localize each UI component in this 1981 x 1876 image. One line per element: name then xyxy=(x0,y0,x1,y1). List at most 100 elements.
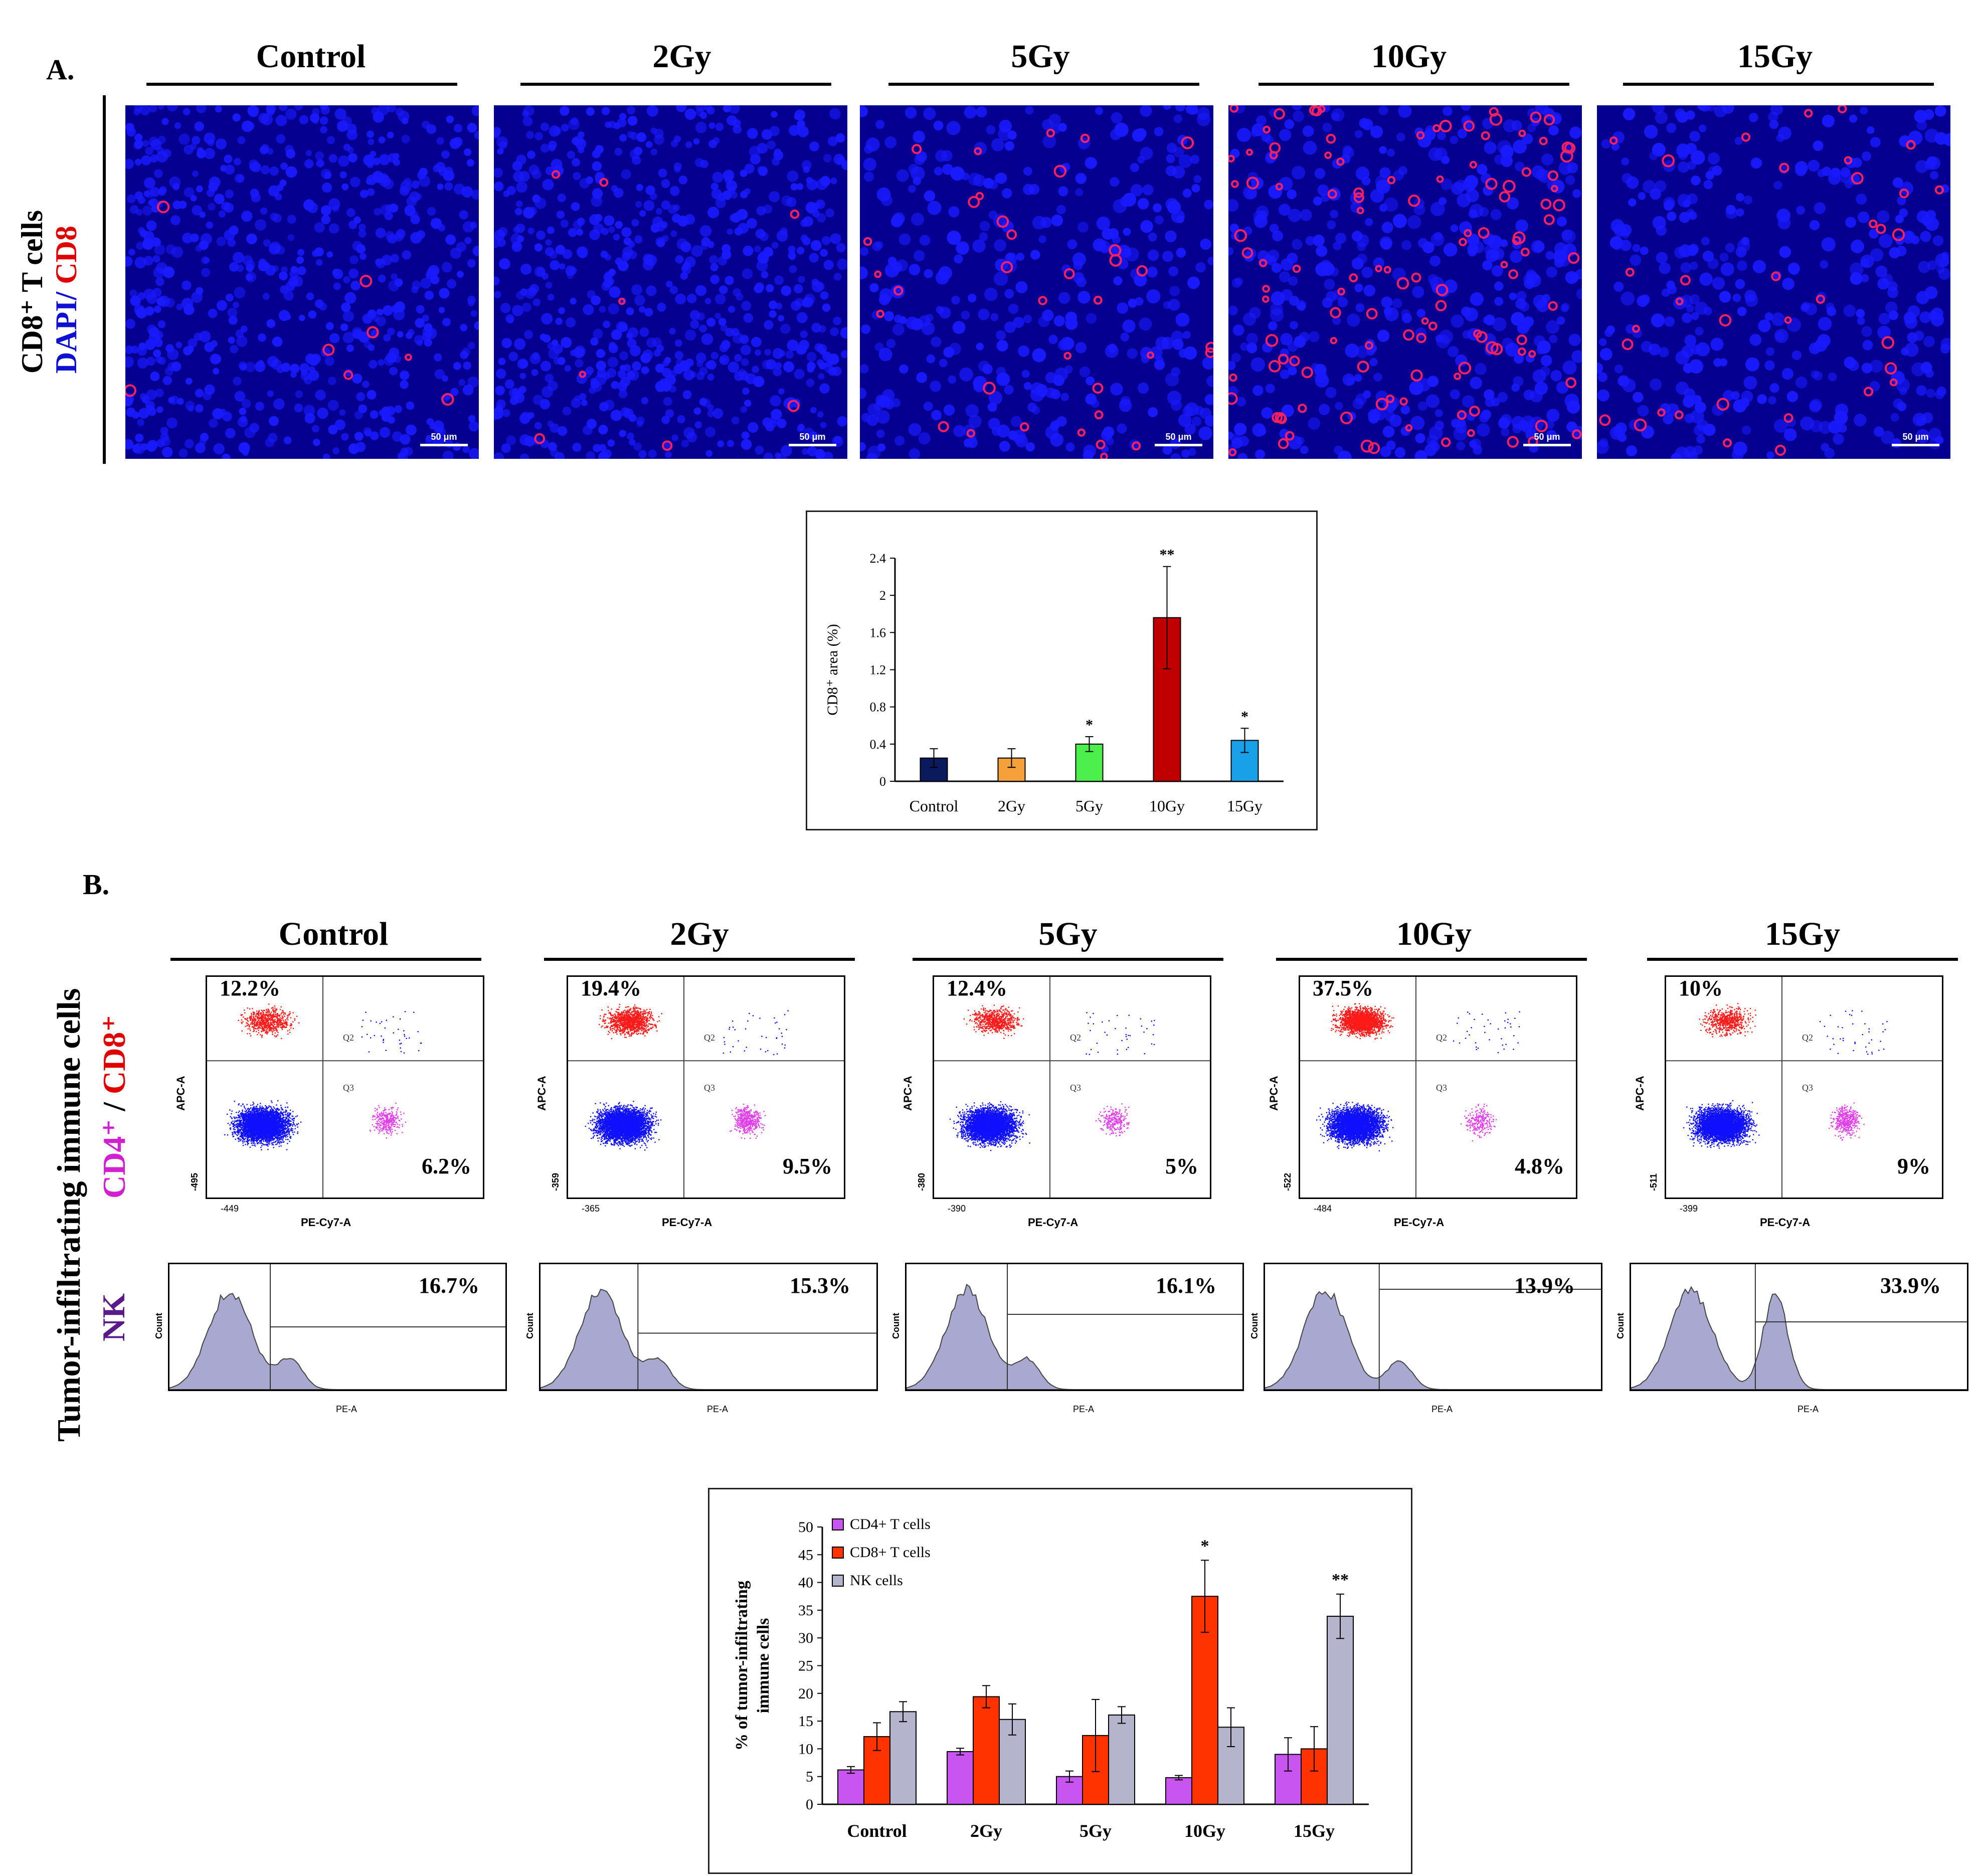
panel-b-title-15gy: 15Gy xyxy=(1702,915,1903,953)
scale-bar-line xyxy=(1155,444,1202,446)
cd4-percentage: 9.5% xyxy=(772,1153,832,1179)
cd8-percentage: 12.4% xyxy=(947,975,1007,1001)
y-tick-label: 45 xyxy=(798,1547,813,1563)
row-label-sep: / xyxy=(96,1094,132,1119)
nk-percentage: 16.1% xyxy=(1156,1273,1216,1298)
bar-cd4-t-cells-2gy xyxy=(947,1751,974,1805)
scale-bar-line xyxy=(1523,444,1571,446)
scatter-y-axis-label: APC-A xyxy=(902,1076,915,1111)
panel-b-title-line xyxy=(544,958,855,961)
bar-cd4-t-cells-15gy xyxy=(1275,1754,1302,1805)
row-label-title: CD8⁺ T cells xyxy=(15,210,49,374)
scatter-y-axis-label: APC-A xyxy=(174,1076,188,1111)
cd8-area-chart: 0 0.4 0.8 1.2 1.6 2 2.4 CD8⁺ area (%) Control 2Gy… xyxy=(824,547,1284,815)
scatter-y-min-label: -495 xyxy=(190,1173,200,1191)
cd4-percentage: 4.8% xyxy=(1504,1153,1564,1179)
row-label-cd8: CD8 xyxy=(50,226,83,292)
legend-swatch xyxy=(832,1547,844,1559)
y-tick-label: 1.2 xyxy=(870,663,886,677)
x-tick-label-control: Control xyxy=(910,797,959,815)
panel-b-row-label-cd4cd8: CD4⁺ / CD8⁺ xyxy=(95,1015,133,1199)
cd8-percentage: 12.2% xyxy=(220,975,280,1001)
scatter-x-min-label: -399 xyxy=(1680,1204,1698,1214)
scatter-x-min-label: -484 xyxy=(1314,1204,1332,1214)
histogram-2gy xyxy=(539,1263,878,1391)
histogram-y-axis-label: Count xyxy=(1249,1313,1260,1339)
scatter-plot-5gy: Q2 Q3 xyxy=(933,975,1211,1199)
panel-b-row-label-main: Tumor-infiltrating immune cells xyxy=(50,988,88,1442)
scatter-x-axis-label: PE-Cy7-A xyxy=(662,1216,712,1229)
y-tick-label: 20 xyxy=(798,1685,813,1702)
scatter-y-min-label: -380 xyxy=(917,1173,927,1191)
quadrant-q2-label: Q2 xyxy=(1436,1033,1447,1043)
significance-marker: * xyxy=(1086,717,1093,733)
histogram-x-axis-label: PE-A xyxy=(1073,1404,1094,1415)
y-axis-label: CD8⁺ area (%) xyxy=(824,624,841,715)
scale-bar-label: 50 μm xyxy=(1523,432,1571,442)
y-tick-label: 0.8 xyxy=(870,700,886,715)
panel-b-title-line xyxy=(170,958,481,961)
nk-percentage: 15.3% xyxy=(790,1273,850,1298)
x-tick-label-10gy: 10Gy xyxy=(1184,1821,1225,1841)
legend-swatch xyxy=(832,1575,844,1587)
y-tick-label: 2 xyxy=(879,588,886,603)
quadrant-q3-label: Q3 xyxy=(1070,1083,1081,1093)
scale-bar-line xyxy=(1892,444,1939,446)
significance-marker: * xyxy=(1201,1537,1209,1555)
y-tick-label: 25 xyxy=(798,1658,813,1674)
micrograph-5gy: 50 μm xyxy=(860,105,1213,459)
micrograph-2gy: 50 μm xyxy=(494,105,847,459)
scale-bar-line xyxy=(420,444,468,446)
x-tick-label-5gy: 5Gy xyxy=(1079,1821,1112,1841)
micrograph-control: 50 μm xyxy=(125,105,479,459)
bar-nk-cells-15gy xyxy=(1327,1616,1354,1805)
scatter-y-min-label: -359 xyxy=(551,1173,561,1191)
scatter-plot-15gy: Q2 Q3 xyxy=(1665,975,1943,1199)
scale-bar-label: 50 μm xyxy=(789,432,836,442)
histogram-y-axis-label: Count xyxy=(1615,1313,1626,1339)
histogram-x-axis-label: PE-A xyxy=(336,1404,357,1415)
panel-a-title-line xyxy=(888,83,1199,86)
cd4-percentage: 5% xyxy=(1138,1153,1198,1179)
panel-b-row-label-nk: NK xyxy=(95,1293,132,1341)
row-label-cd8b: CD8⁺ xyxy=(96,1015,132,1094)
panel-a-title-line xyxy=(520,83,831,86)
panel-a-title-line xyxy=(146,83,457,86)
histogram-curve xyxy=(1265,1291,1601,1390)
quadrant-q3-label: Q3 xyxy=(1802,1083,1813,1093)
immune-cells-chart: 0 5 10 15 20 25 30 35 40 45 50 % of tumor-infiltrat… xyxy=(733,1516,1369,1841)
scale-bar-label: 50 μm xyxy=(1155,432,1202,442)
y-tick-label: 30 xyxy=(798,1630,813,1646)
quadrant-q2-label: Q2 xyxy=(1802,1033,1813,1043)
legend-swatch xyxy=(832,1518,844,1530)
significance-marker: * xyxy=(1241,708,1248,725)
histogram-x-axis-label: PE-A xyxy=(1431,1404,1453,1415)
x-tick-label-control: Control xyxy=(847,1821,907,1841)
histogram-curve xyxy=(169,1293,505,1390)
panel-a-title-2gy: 2Gy xyxy=(582,38,782,76)
x-tick-label-2gy: 2Gy xyxy=(998,797,1025,815)
bar-cd8-t-cells-2gy xyxy=(973,1696,1000,1805)
panel-a-title-15gy: 15Gy xyxy=(1675,38,1875,76)
scale-bar: 50 μm xyxy=(420,432,468,446)
scatter-y-min-label: -511 xyxy=(1649,1173,1659,1191)
x-tick-label-5gy: 5Gy xyxy=(1075,797,1103,815)
bar-nk-cells-control xyxy=(889,1711,917,1805)
x-tick-label-15gy: 15Gy xyxy=(1294,1821,1335,1841)
y-tick-label: 40 xyxy=(798,1575,813,1591)
nk-percentage: 33.9% xyxy=(1880,1273,1941,1298)
scatter-y-axis-label: APC-A xyxy=(1268,1076,1281,1111)
y-tick-label: 1.6 xyxy=(870,625,886,640)
significance-marker: ** xyxy=(1160,547,1175,563)
panel-b-title-line xyxy=(913,958,1223,961)
scale-bar-label: 50 μm xyxy=(420,432,468,442)
scale-bar: 50 μm xyxy=(1523,432,1571,446)
panel-a-label: A. xyxy=(46,53,74,86)
scatter-plot-10gy: Q2 Q3 xyxy=(1299,975,1577,1199)
panel-a-row-label: CD8⁺ T cells DAPI/ CD8 xyxy=(15,210,83,374)
y-tick-label: 0.4 xyxy=(870,737,886,752)
histogram-y-axis-label: Count xyxy=(525,1313,535,1339)
bar-nk-cells-5gy xyxy=(1108,1714,1135,1805)
significance-marker: ** xyxy=(1332,1571,1349,1589)
cd8-percentage: 37.5% xyxy=(1313,975,1373,1001)
